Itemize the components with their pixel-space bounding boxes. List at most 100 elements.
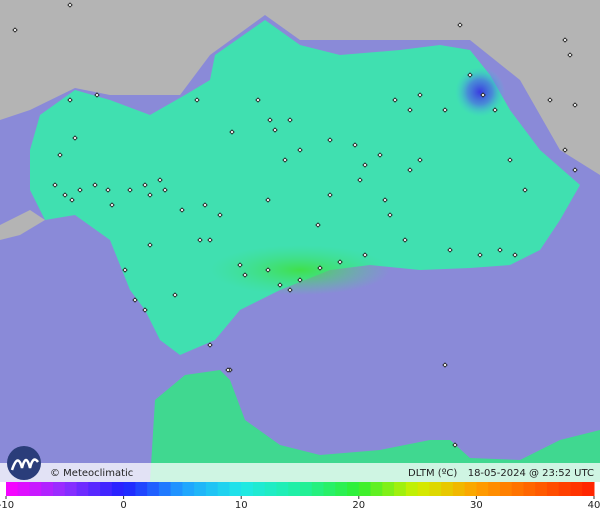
- scale-tick-label: 0: [120, 500, 126, 511]
- logo: [7, 446, 41, 480]
- colorbar-cell: [323, 482, 336, 496]
- colorbar-cell: [358, 482, 372, 496]
- andalusia: [30, 20, 580, 355]
- scale-tick-label: -10: [0, 500, 14, 511]
- colorbar-cell: [6, 482, 19, 496]
- station: [267, 117, 273, 123]
- scale-tick-label: 40: [588, 500, 600, 511]
- colorbar-cell: [147, 482, 160, 496]
- colorbar-cell: [53, 482, 66, 496]
- station: [297, 277, 303, 283]
- station: [142, 307, 148, 313]
- station: [62, 192, 68, 198]
- station: [162, 187, 168, 193]
- station: [77, 187, 83, 193]
- colorbar-cell: [441, 482, 454, 496]
- colorbar-cell: [229, 482, 242, 496]
- colorbar-cell: [558, 482, 571, 496]
- colorbar-cell: [17, 482, 31, 496]
- station: [317, 265, 323, 271]
- station: [132, 297, 138, 303]
- station: [547, 97, 553, 103]
- colorbar-cell: [217, 482, 230, 496]
- colorbar-cell: [370, 482, 383, 496]
- colorbar-cell: [488, 482, 501, 496]
- station: [287, 117, 293, 123]
- colorbar-cell: [452, 482, 466, 496]
- station: [467, 72, 473, 78]
- scale-tick-label: 10: [235, 500, 248, 511]
- station: [277, 282, 283, 288]
- station: [147, 242, 153, 248]
- station: [387, 212, 393, 218]
- station: [522, 187, 528, 193]
- stations: [12, 2, 578, 448]
- colorbar-cell: [64, 482, 78, 496]
- colorbar-cell: [123, 482, 136, 496]
- station: [194, 97, 200, 103]
- colorbar-cell: [41, 482, 54, 496]
- timestamp: 18-05-2024 @ 23:52 UTC: [468, 468, 594, 479]
- station: [225, 367, 231, 373]
- station: [492, 107, 498, 113]
- station: [122, 267, 128, 273]
- colorbar-cell: [111, 482, 125, 496]
- colorbar-cell: [523, 482, 536, 496]
- station: [362, 162, 368, 168]
- station: [67, 2, 73, 8]
- station: [297, 147, 303, 153]
- colorbar-cell: [535, 482, 548, 496]
- cold-area: [455, 67, 505, 117]
- station: [480, 92, 486, 98]
- station: [442, 362, 448, 368]
- colorbar-cell: [76, 482, 89, 496]
- station: [417, 92, 423, 98]
- station: [572, 167, 578, 173]
- station: [407, 167, 413, 173]
- station: [207, 237, 213, 243]
- station: [12, 27, 18, 33]
- colorbar-cell: [335, 482, 348, 496]
- station: [217, 212, 223, 218]
- colorbar-cell: [100, 482, 113, 496]
- station: [172, 292, 178, 298]
- colorbar-cell: [264, 482, 277, 496]
- colorbar-cell: [182, 482, 195, 496]
- station: [457, 22, 463, 28]
- station: [357, 177, 363, 183]
- colorbar-cell: [347, 482, 360, 496]
- colorbar-cell: [511, 482, 524, 496]
- station: [327, 137, 333, 143]
- warm-area: [210, 245, 390, 295]
- scale-tick-label: 20: [352, 500, 365, 511]
- station: [402, 237, 408, 243]
- station: [562, 37, 568, 43]
- station: [52, 182, 58, 188]
- station: [69, 197, 75, 203]
- station: [179, 207, 185, 213]
- colorbar-cell: [252, 482, 266, 496]
- land-west: [0, 210, 45, 240]
- station: [382, 197, 388, 203]
- station: [287, 287, 293, 293]
- station: [147, 192, 153, 198]
- station: [352, 142, 358, 148]
- station: [207, 342, 213, 348]
- station: [142, 182, 148, 188]
- station: [237, 262, 243, 268]
- station: [272, 127, 278, 133]
- colorbar-cell: [276, 482, 289, 496]
- colorbar-cell: [241, 482, 254, 496]
- station: [265, 197, 271, 203]
- station: [497, 247, 503, 253]
- station: [567, 52, 573, 58]
- colorbar-cell: [288, 482, 301, 496]
- station: [57, 152, 63, 158]
- station: [229, 129, 235, 135]
- station: [94, 92, 100, 98]
- station: [127, 187, 133, 193]
- station: [442, 107, 448, 113]
- station: [392, 97, 398, 103]
- station: [572, 102, 578, 108]
